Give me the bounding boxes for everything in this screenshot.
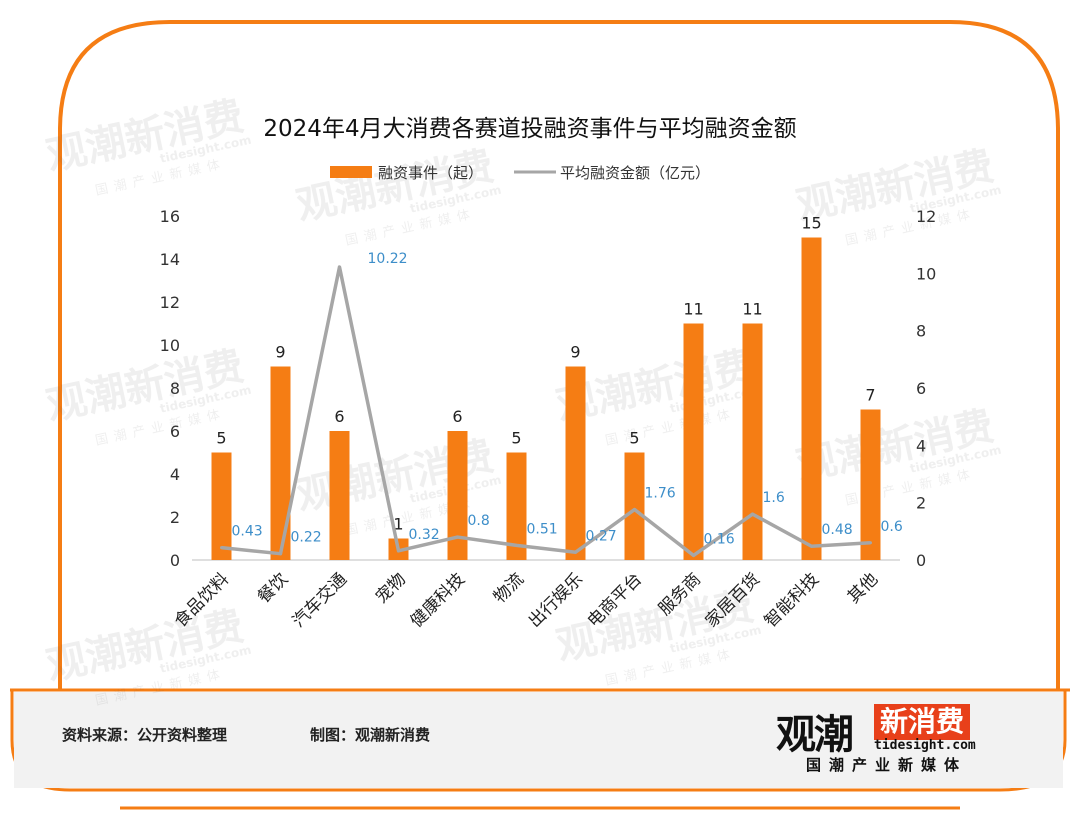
bar [211, 452, 232, 560]
line-point [338, 265, 341, 269]
x-tick-label: 其他 [844, 569, 882, 607]
x-tick-label: 宠物 [372, 569, 410, 607]
y-left-tick-label: 6 [170, 422, 180, 441]
y-left-tick-label: 14 [160, 250, 180, 269]
line-data-label: 0.27 [586, 528, 617, 544]
line-data-label: 0.8 [468, 513, 490, 529]
y-left-tick-label: 4 [170, 465, 180, 484]
logo-url: tidesight.com [874, 738, 976, 753]
x-tick-label: 物流 [490, 569, 528, 607]
line-data-label: 0.16 [704, 531, 735, 547]
line-point [279, 552, 282, 556]
line-point [810, 544, 813, 548]
y-left-tick-label: 12 [160, 293, 180, 312]
bar [742, 323, 763, 560]
bar [801, 237, 822, 560]
legend-line-label: 平均融资金额（亿元） [560, 164, 710, 182]
y-right-tick-label: 8 [916, 322, 926, 341]
y-right-tick-label: 4 [916, 436, 926, 455]
bar-data-label: 5 [511, 429, 521, 448]
line-point [869, 541, 872, 545]
line-point [397, 549, 400, 553]
line-data-label: 0.48 [822, 522, 853, 538]
line-series [221, 265, 871, 558]
line-data-label: 1.6 [763, 490, 785, 506]
bar-data-label: 5 [216, 429, 226, 448]
y-right-tick-label: 10 [916, 264, 936, 283]
y-left-tick-label: 16 [160, 207, 180, 226]
bar-data-label: 6 [334, 407, 344, 426]
line-point [515, 543, 518, 547]
chart-legend: 融资事件（起） 平均融资金额（亿元） [330, 164, 710, 182]
logo-subtitle: 国潮产业新媒体 [806, 756, 968, 774]
line-data-label: 0.22 [291, 530, 322, 546]
bar-data-label: 9 [275, 343, 285, 362]
chart-title: 2024年4月大消费各赛道投融资事件与平均融资金额 [263, 116, 796, 142]
logo-main-text: 观潮 [776, 712, 854, 758]
legend-bar-swatch [330, 166, 372, 178]
line-data-label: 1.76 [645, 486, 676, 502]
line-point [633, 508, 636, 512]
line-data-label: 0.51 [527, 521, 558, 537]
logo-box-text: 新消费 [874, 704, 971, 740]
bar-data-label: 11 [742, 300, 762, 319]
bar [624, 452, 645, 560]
footer-source: 资料来源：公开资料整理 [62, 726, 228, 744]
bar-data-label: 6 [452, 407, 462, 426]
bar [506, 452, 527, 560]
bar [860, 409, 881, 560]
line-data-label: 0.43 [232, 524, 263, 540]
line-point [220, 546, 223, 550]
y-left-tick-label: 10 [160, 336, 180, 355]
line-data-label: 0.32 [409, 527, 440, 543]
x-tick-label: 智能科技 [761, 569, 823, 631]
bar [683, 323, 704, 560]
x-tick-label: 汽车交通 [289, 569, 351, 631]
line-data-label: 0.6 [881, 519, 903, 535]
line-point [751, 512, 754, 516]
line-point [456, 535, 459, 539]
bar [565, 366, 586, 560]
line-point [692, 553, 695, 557]
brand-logo: 观潮 新消费 tidesight.com 国潮产业新媒体 [776, 702, 1002, 782]
bar-data-label: 7 [865, 386, 875, 405]
bar [447, 431, 468, 560]
bar-data-label: 1 [393, 515, 403, 534]
x-tick-label: 餐饮 [254, 569, 292, 607]
bar [329, 431, 350, 560]
y-right-tick-label: 6 [916, 379, 926, 398]
legend-bar-label: 融资事件（起） [378, 164, 483, 182]
line-point [574, 550, 577, 554]
bar-data-label: 15 [801, 214, 821, 233]
y-left-tick-label: 8 [170, 379, 180, 398]
x-tick-label: 健康科技 [407, 569, 469, 631]
bar-data-label: 11 [683, 300, 703, 319]
y-right-tick-label: 0 [916, 551, 926, 570]
y-right-tick-label: 2 [916, 494, 926, 513]
bar-data-label: 5 [629, 429, 639, 448]
y-right-tick-label: 12 [916, 207, 936, 226]
footer-maker: 制图：观潮新消费 [310, 726, 431, 744]
bar [270, 366, 291, 560]
y-left-tick-label: 2 [170, 508, 180, 527]
line-data-label: 10.22 [368, 251, 408, 267]
y-left-tick-label: 0 [170, 551, 180, 570]
bar-data-label: 9 [570, 343, 580, 362]
